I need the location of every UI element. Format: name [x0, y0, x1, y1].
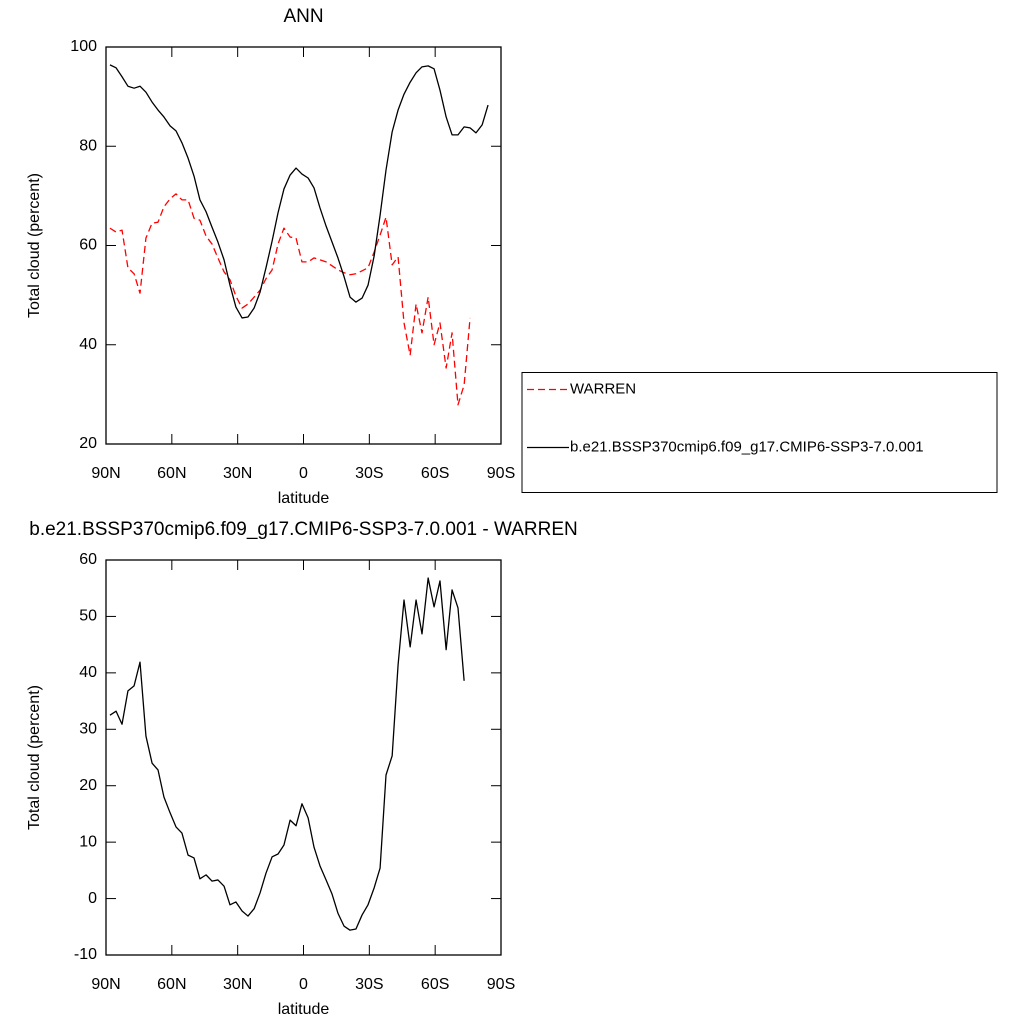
- y-tick-label: 100: [70, 38, 97, 55]
- y-axis-label: Total cloud (percent): [26, 685, 43, 830]
- x-tick-label: 60N: [157, 976, 186, 993]
- x-tick-label: 0: [299, 465, 308, 482]
- y-tick-label: 40: [79, 336, 97, 353]
- y-tick-label: 10: [79, 833, 97, 850]
- y-tick-label: 40: [79, 664, 97, 681]
- x-tick-label: 90S: [487, 465, 515, 482]
- x-tick-label: 30S: [355, 976, 383, 993]
- chart-title: b.e21.BSSP370cmip6.f09_g17.CMIP6-SSP3-7.…: [29, 519, 577, 540]
- x-axis-label: latitude: [278, 490, 330, 507]
- chart-title: ANN: [283, 6, 323, 27]
- data-line: [109, 64, 489, 319]
- legend-label: b.e21.BSSP370cmip6.f09_g17.CMIP6-SSP3-7.…: [570, 438, 924, 455]
- x-axis-label: latitude: [278, 1001, 330, 1018]
- x-tick-label: 0: [299, 976, 308, 993]
- x-tick-label: 30N: [223, 976, 252, 993]
- x-tick-label: 90N: [91, 976, 120, 993]
- y-axis-label: Total cloud (percent): [26, 173, 43, 318]
- x-tick-label: 30S: [355, 465, 383, 482]
- x-tick-label: 90N: [91, 465, 120, 482]
- legend-box: [521, 372, 998, 493]
- x-tick-label: 60N: [157, 465, 186, 482]
- y-tick-label: 80: [79, 137, 97, 154]
- x-tick-label: 90S: [487, 976, 515, 993]
- plot-frame: [105, 46, 502, 445]
- y-tick-label: -10: [74, 946, 97, 963]
- y-tick-label: 30: [79, 721, 97, 738]
- x-tick-label: 30N: [223, 465, 252, 482]
- y-tick-label: 60: [79, 237, 97, 254]
- y-tick-label: 50: [79, 608, 97, 625]
- y-tick-label: 0: [88, 890, 97, 907]
- y-tick-label: 20: [79, 777, 97, 794]
- plot-frame: [105, 559, 502, 956]
- x-tick-label: 60S: [421, 465, 449, 482]
- y-tick-label: 60: [79, 551, 97, 568]
- y-tick-label: 20: [79, 435, 97, 452]
- legend-label: WARREN: [570, 380, 636, 397]
- data-line: [109, 577, 465, 931]
- x-tick-label: 60S: [421, 976, 449, 993]
- data-line: [109, 193, 471, 406]
